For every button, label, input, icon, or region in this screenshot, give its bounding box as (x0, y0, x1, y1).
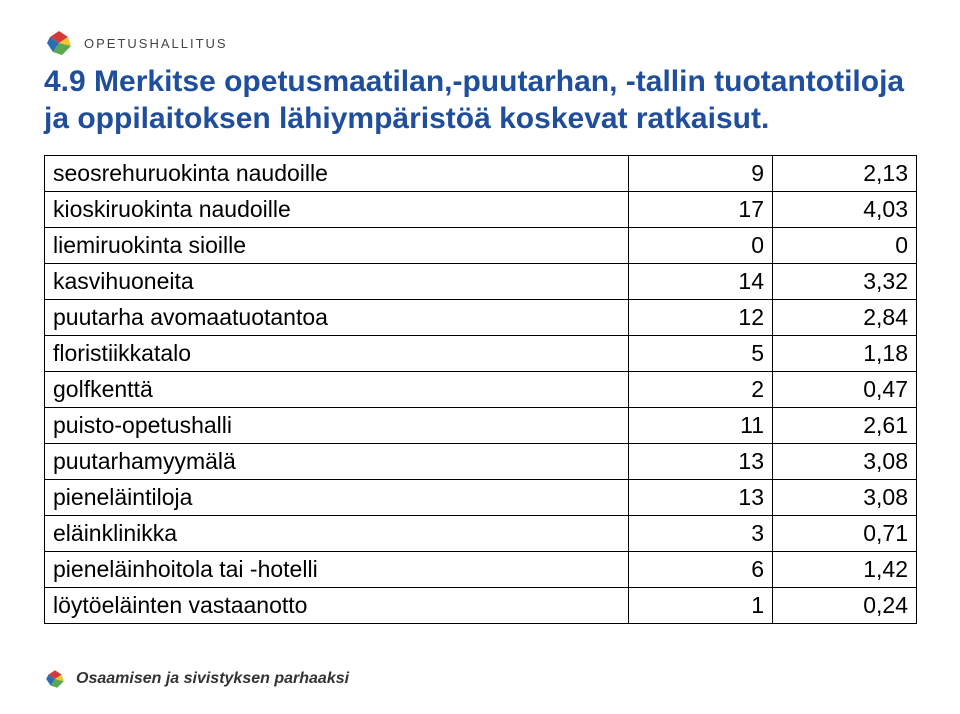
cell-value: 1,18 (773, 336, 917, 372)
cell-label: pieneläintiloja (45, 480, 629, 516)
table-row: puutarha avomaatuotantoa122,84 (45, 300, 917, 336)
cell-count: 3 (629, 516, 773, 552)
footer: Osaamisen ja sivistyksen parhaaksi (44, 668, 349, 690)
footer-logo-icon (44, 668, 66, 690)
cell-label: liemiruokinta sioille (45, 228, 629, 264)
cell-count: 2 (629, 372, 773, 408)
cell-count: 12 (629, 300, 773, 336)
table-row: kioskiruokinta naudoille174,03 (45, 192, 917, 228)
cell-label: floristiikkatalo (45, 336, 629, 372)
table-row: pieneläinhoitola tai -hotelli61,42 (45, 552, 917, 588)
cell-count: 13 (629, 444, 773, 480)
footer-text: Osaamisen ja sivistyksen parhaaksi (76, 670, 349, 688)
cell-value: 2,84 (773, 300, 917, 336)
cell-label: golfkenttä (45, 372, 629, 408)
org-name: OPETUSHALLITUS (84, 36, 228, 51)
cell-value: 3,32 (773, 264, 917, 300)
cell-value: 0,47 (773, 372, 917, 408)
cell-label: löytöeläinten vastaanotto (45, 588, 629, 624)
cell-value: 2,61 (773, 408, 917, 444)
cell-count: 9 (629, 156, 773, 192)
cell-value: 3,08 (773, 444, 917, 480)
cell-count: 17 (629, 192, 773, 228)
header-logo: OPETUSHALLITUS (44, 28, 916, 58)
table-row: eläinklinikka30,71 (45, 516, 917, 552)
org-logo-icon (44, 28, 74, 58)
cell-count: 13 (629, 480, 773, 516)
cell-label: puisto-opetushalli (45, 408, 629, 444)
slide-root: OPETUSHALLITUS 4.9 Merkitse opetusmaatil… (0, 0, 960, 714)
cell-count: 0 (629, 228, 773, 264)
cell-value: 3,08 (773, 480, 917, 516)
cell-value: 0,71 (773, 516, 917, 552)
table-row: pieneläintiloja133,08 (45, 480, 917, 516)
data-table: seosrehuruokinta naudoille92,13kioskiruo… (44, 155, 917, 624)
table-row: floristiikkatalo51,18 (45, 336, 917, 372)
cell-label: puutarhamyymälä (45, 444, 629, 480)
table-row: kasvihuoneita143,32 (45, 264, 917, 300)
cell-label: puutarha avomaatuotantoa (45, 300, 629, 336)
cell-count: 11 (629, 408, 773, 444)
cell-label: kioskiruokinta naudoille (45, 192, 629, 228)
table-row: seosrehuruokinta naudoille92,13 (45, 156, 917, 192)
cell-label: eläinklinikka (45, 516, 629, 552)
cell-count: 1 (629, 588, 773, 624)
page-title: 4.9 Merkitse opetusmaatilan,-puutarhan, … (44, 64, 916, 137)
cell-count: 5 (629, 336, 773, 372)
table-row: puisto-opetushalli112,61 (45, 408, 917, 444)
cell-label: kasvihuoneita (45, 264, 629, 300)
cell-label: seosrehuruokinta naudoille (45, 156, 629, 192)
cell-value: 0,24 (773, 588, 917, 624)
table-row: liemiruokinta sioille00 (45, 228, 917, 264)
cell-count: 14 (629, 264, 773, 300)
data-table-body: seosrehuruokinta naudoille92,13kioskiruo… (45, 156, 917, 624)
cell-count: 6 (629, 552, 773, 588)
table-row: puutarhamyymälä133,08 (45, 444, 917, 480)
cell-value: 0 (773, 228, 917, 264)
cell-value: 2,13 (773, 156, 917, 192)
table-row: löytöeläinten vastaanotto10,24 (45, 588, 917, 624)
table-row: golfkenttä20,47 (45, 372, 917, 408)
cell-label: pieneläinhoitola tai -hotelli (45, 552, 629, 588)
cell-value: 1,42 (773, 552, 917, 588)
cell-value: 4,03 (773, 192, 917, 228)
